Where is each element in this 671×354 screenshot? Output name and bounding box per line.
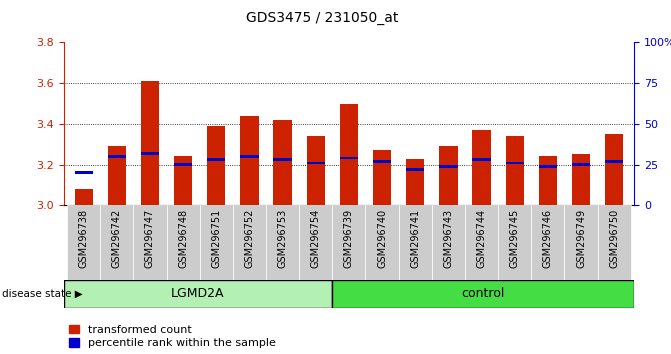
Bar [141, 81, 159, 205]
Bar [134, 205, 166, 280]
Text: GSM296752: GSM296752 [244, 209, 254, 268]
Bar [531, 205, 564, 280]
Bar [539, 165, 557, 167]
Bar [274, 158, 292, 161]
Bar [107, 146, 126, 205]
Bar [74, 171, 93, 174]
Bar [100, 205, 134, 280]
Bar [598, 205, 631, 280]
Bar [141, 152, 159, 155]
Text: GSM296746: GSM296746 [543, 209, 553, 268]
Bar [399, 205, 432, 280]
Bar [498, 205, 531, 280]
Bar [605, 160, 623, 163]
Bar [332, 205, 366, 280]
Bar [67, 205, 100, 280]
Bar [166, 205, 200, 280]
Text: control: control [462, 287, 505, 300]
Text: GSM296751: GSM296751 [211, 209, 221, 268]
Bar [64, 280, 332, 308]
Legend: transformed count, percentile rank within the sample: transformed count, percentile rank withi… [69, 325, 276, 348]
Text: GDS3475 / 231050_at: GDS3475 / 231050_at [246, 11, 399, 25]
Bar [174, 156, 192, 205]
Bar [373, 160, 391, 163]
Bar [174, 163, 192, 166]
Bar [207, 158, 225, 161]
Bar [299, 205, 332, 280]
Text: GSM296739: GSM296739 [344, 209, 354, 268]
Bar [564, 205, 598, 280]
Bar [406, 159, 424, 205]
Bar [472, 158, 491, 161]
Bar [440, 146, 458, 205]
Bar [307, 136, 325, 205]
Text: disease state ▶: disease state ▶ [2, 289, 83, 299]
Text: GSM296744: GSM296744 [476, 209, 486, 268]
Text: GSM296747: GSM296747 [145, 209, 155, 268]
Text: GSM296745: GSM296745 [510, 209, 520, 268]
Text: LGMD2A: LGMD2A [171, 287, 225, 300]
Bar [74, 189, 93, 205]
Text: GSM296738: GSM296738 [79, 209, 89, 268]
Bar [465, 205, 498, 280]
Bar [440, 165, 458, 167]
Bar [539, 156, 557, 205]
Bar [274, 120, 292, 205]
Bar [472, 130, 491, 205]
Bar [605, 134, 623, 205]
Text: GSM296740: GSM296740 [377, 209, 387, 268]
Bar [266, 205, 299, 280]
Text: GSM296753: GSM296753 [278, 209, 288, 268]
Bar [207, 126, 225, 205]
Text: GSM296749: GSM296749 [576, 209, 586, 268]
Bar [107, 155, 126, 158]
Bar [332, 280, 634, 308]
Bar [340, 157, 358, 159]
Bar [366, 205, 399, 280]
Bar [240, 155, 258, 158]
Bar [240, 116, 258, 205]
Bar [307, 162, 325, 164]
Bar [572, 154, 590, 205]
Text: GSM296742: GSM296742 [112, 209, 122, 268]
Text: GSM296741: GSM296741 [410, 209, 420, 268]
Text: GSM296743: GSM296743 [444, 209, 454, 268]
Bar [432, 205, 465, 280]
Bar [506, 162, 524, 164]
Bar [373, 150, 391, 205]
Bar [200, 205, 233, 280]
Bar [406, 168, 424, 171]
Bar [340, 103, 358, 205]
Bar [233, 205, 266, 280]
Bar [572, 163, 590, 166]
Text: GSM296754: GSM296754 [311, 209, 321, 268]
Text: GSM296750: GSM296750 [609, 209, 619, 268]
Text: GSM296748: GSM296748 [178, 209, 188, 268]
Bar [506, 136, 524, 205]
